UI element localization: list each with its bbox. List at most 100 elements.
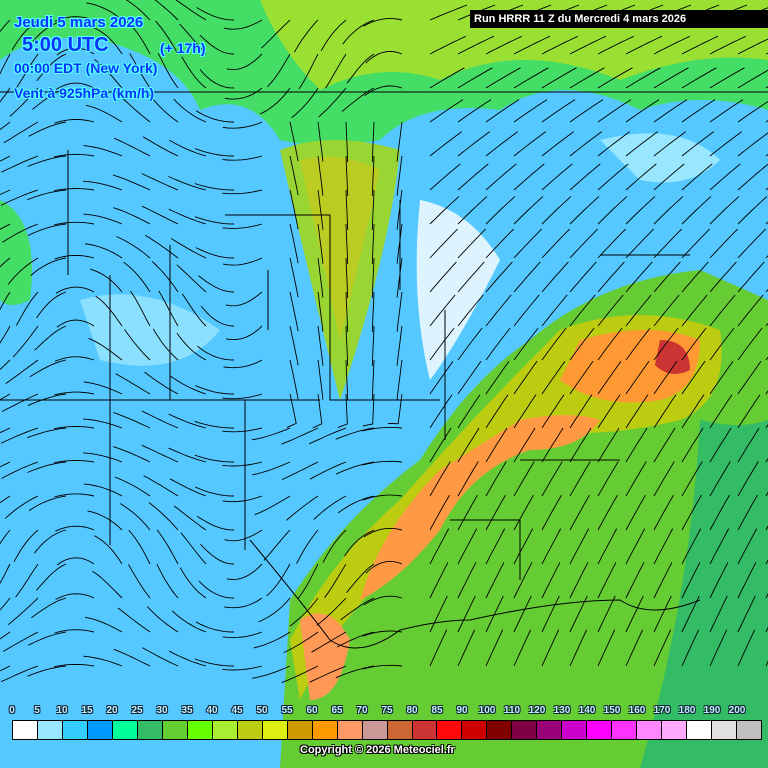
streamline: [625, 562, 645, 599]
streamline: [92, 570, 123, 599]
legend-tick: 100: [478, 705, 496, 716]
streamline: [541, 196, 572, 225]
streamline: [0, 223, 11, 230]
streamline: [224, 597, 263, 609]
legend-tick: 20: [106, 705, 118, 716]
streamline: [291, 87, 319, 119]
variable-label: Vent à 925hPa (km/h): [14, 85, 155, 101]
streamline: [259, 87, 291, 115]
streamline: [625, 427, 648, 463]
streamline: [625, 67, 661, 89]
streamline: [0, 427, 39, 444]
streamline: [485, 163, 517, 191]
streamline: [457, 461, 479, 497]
streamline: [485, 261, 513, 293]
streamline: [597, 629, 616, 667]
streamline: [294, 19, 319, 53]
streamline: [681, 327, 707, 361]
streamline: [222, 121, 263, 129]
streamline: [737, 327, 763, 361]
streamline: [597, 528, 618, 565]
legend-tick: 150: [603, 705, 621, 716]
streamline: [172, 610, 207, 633]
streamline: [513, 294, 540, 327]
legend-ticks: 0 5 10 15 20 25 30 35 40 45 50 55 60 65 70 75 80 85 90 100 1…: [0, 705, 768, 719]
streamline: [83, 213, 123, 225]
streamline: [362, 494, 403, 501]
streamline: [289, 325, 299, 366]
legend-tick: 120: [528, 705, 546, 716]
streamline: [569, 228, 598, 259]
streamline: [55, 593, 95, 600]
streamline: [681, 394, 705, 429]
streamline: [317, 223, 324, 264]
streamline: [653, 35, 691, 55]
streamline: [371, 291, 375, 333]
streamline: [289, 189, 299, 230]
legend-swatch: [137, 721, 163, 739]
legend-swatch: [537, 721, 563, 739]
streamline: [266, 563, 291, 597]
streamline: [365, 560, 403, 574]
streamline: [112, 174, 151, 191]
legend-tick: 85: [431, 705, 443, 716]
streamline: [0, 427, 11, 434]
streamline: [681, 294, 708, 327]
legend-tick: 45: [231, 705, 243, 716]
streamline: [457, 294, 484, 327]
streamline: [737, 461, 759, 497]
streamline: [709, 261, 737, 293]
streamline: [317, 155, 324, 196]
streamline: [569, 595, 588, 633]
streamline: [569, 461, 591, 497]
streamline: [345, 325, 349, 367]
streamline: [176, 332, 207, 361]
streamline: [737, 132, 768, 157]
legend-tick: 80: [406, 705, 418, 716]
streamline: [325, 53, 347, 89]
streamline: [83, 418, 123, 429]
streamline: [32, 87, 67, 110]
streamline: [195, 385, 235, 395]
legend-swatch: [187, 721, 213, 739]
streamline: [709, 427, 732, 463]
streamline: [681, 494, 702, 531]
streamline: [179, 23, 207, 55]
streamline: [125, 0, 151, 21]
streamline: [513, 629, 532, 667]
streamline: [681, 595, 700, 633]
streamline: [597, 595, 616, 633]
streamline: [709, 528, 730, 565]
streamline: [653, 361, 678, 395]
streamline: [541, 99, 576, 123]
streamline: [0, 257, 11, 268]
streamline: [0, 189, 39, 206]
streamline: [625, 629, 644, 667]
streamline: [222, 427, 263, 433]
streamline: [224, 529, 263, 542]
streamline: [226, 563, 263, 580]
streamline: [195, 247, 235, 259]
streamline: [55, 82, 95, 90]
streamline: [4, 495, 39, 519]
streamline: [195, 486, 235, 497]
legend-swatch: [212, 721, 238, 739]
streamline: [313, 495, 347, 520]
streamline: [653, 228, 682, 259]
legend-swatch: [712, 721, 738, 739]
streamline: [143, 475, 179, 497]
streamline: [346, 53, 375, 84]
streamline: [681, 67, 717, 89]
streamline: [363, 18, 403, 27]
streamline: [258, 597, 291, 623]
streamline: [34, 529, 67, 554]
streamline: [625, 131, 658, 157]
streamline: [27, 665, 67, 677]
streamline: [224, 87, 263, 100]
streamline: [223, 19, 263, 30]
streamline: [114, 137, 151, 157]
legend-swatch: [237, 721, 263, 739]
streamline: [148, 502, 179, 531]
streamline: [681, 261, 709, 293]
